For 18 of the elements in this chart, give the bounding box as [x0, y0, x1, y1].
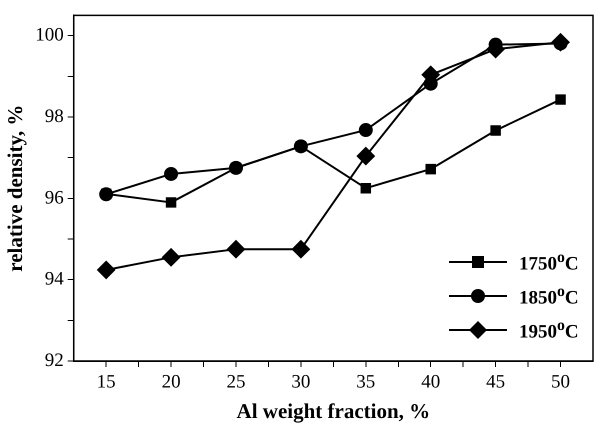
y-tick-label: 92: [44, 350, 64, 371]
x-axis-title: Al weight fraction, %: [236, 398, 430, 423]
x-tick-label: 20: [162, 371, 181, 392]
legend-label: 1950$^{o}$C: [519, 316, 579, 344]
x-tick-label: 15: [96, 371, 116, 392]
x-tick-label: 40: [421, 371, 440, 392]
x-tick-label: 50: [551, 371, 570, 392]
x-tick-label: 30: [291, 371, 310, 392]
y-tick-label: 94: [44, 268, 64, 290]
legend-label: 1850$^{o}$C: [519, 282, 579, 310]
x-tick-label: 25: [226, 371, 246, 392]
x-tick-label: 35: [356, 371, 376, 392]
y-tick-label: 96: [44, 187, 64, 208]
y-tick-label: 98: [44, 106, 64, 128]
y-axis-title: relative density, %: [3, 104, 28, 272]
x-tick-label: 45: [486, 371, 506, 392]
y-tick-label: 100: [35, 24, 64, 46]
legend-label: 1750$^{o}$C: [519, 248, 579, 276]
